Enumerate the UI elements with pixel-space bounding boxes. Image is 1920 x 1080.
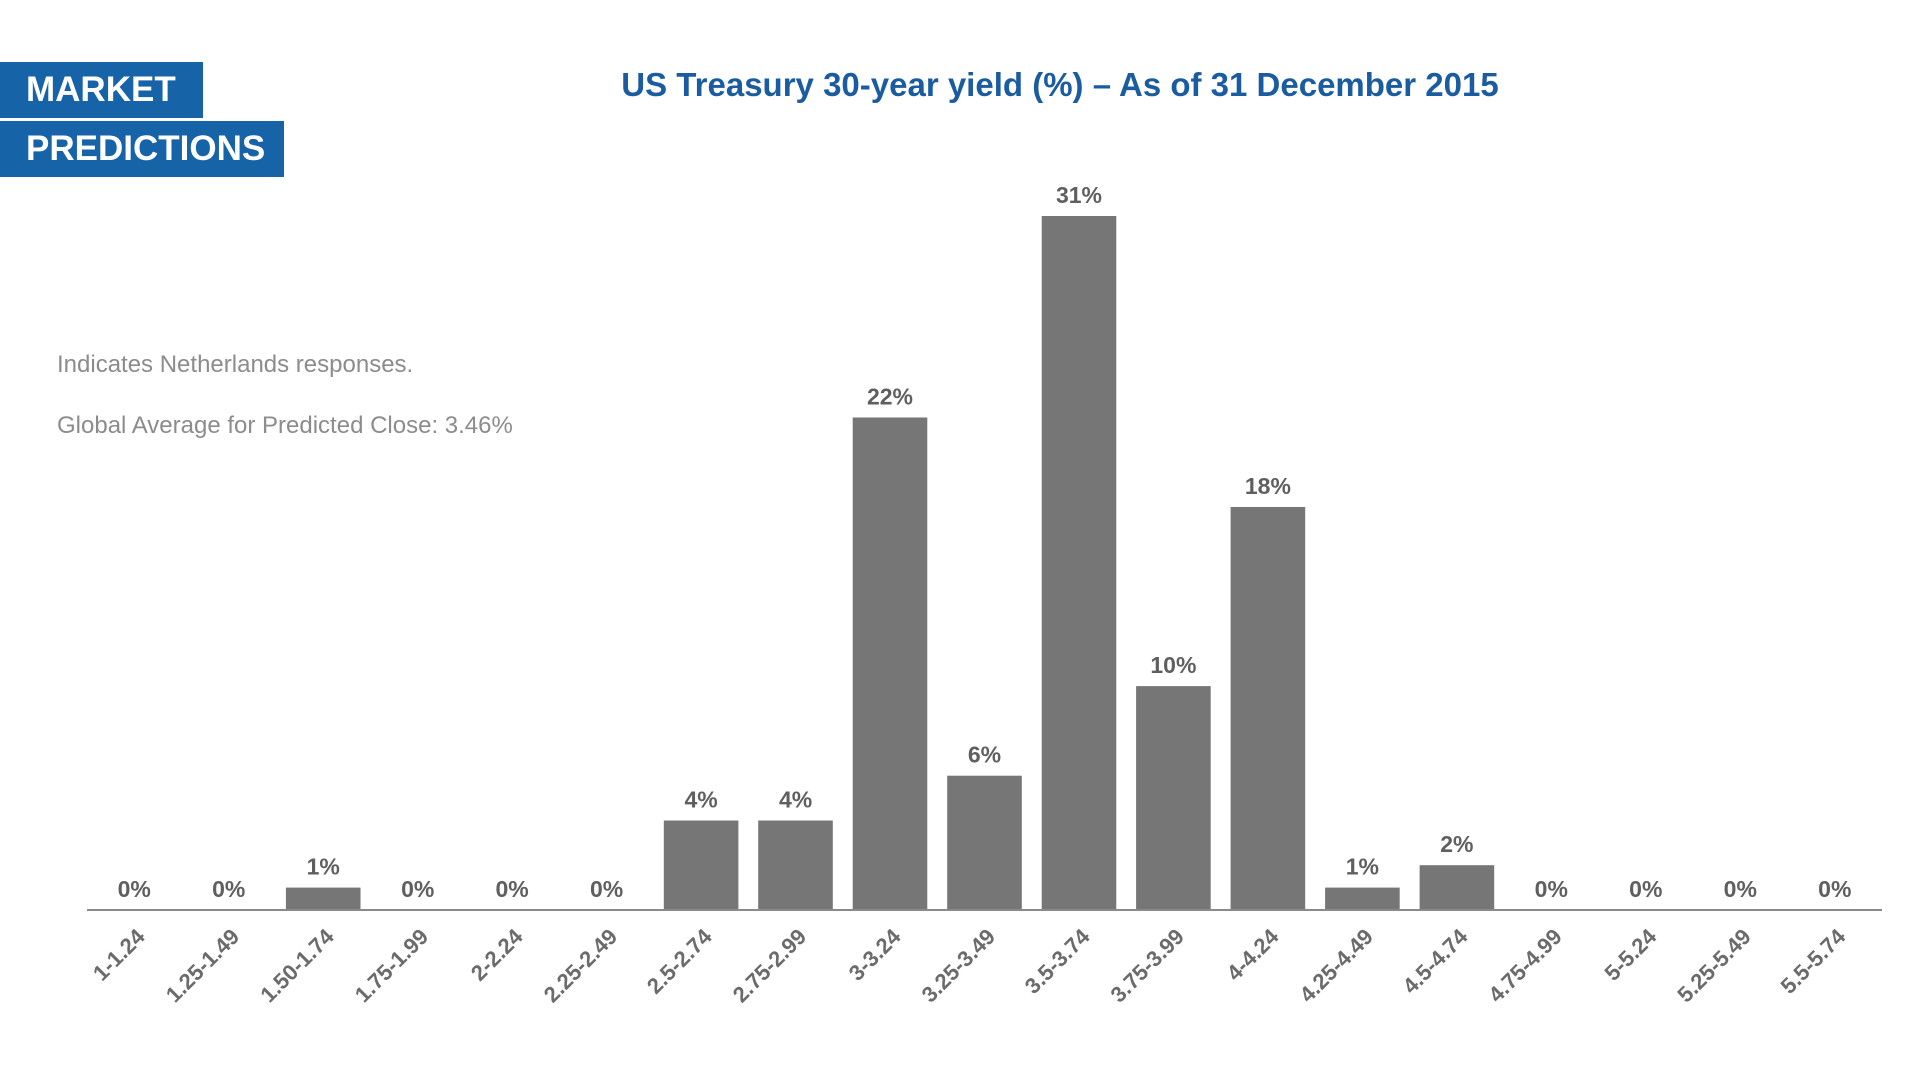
predictions-tag: PREDICTIONS [0,121,284,177]
data-label-1.25-1.49: 0% [212,876,245,902]
data-label-2.25-2.49: 0% [590,876,623,902]
x-tick-label-1.50-1.74: 1.50-1.74 [255,923,339,1007]
data-label-5.5-5.74: 0% [1818,876,1851,902]
x-tick-label-3-3.24: 3-3.24 [844,923,906,985]
bar-1.50-1.74 [285,887,361,910]
x-tick-label-3.25-3.49: 3.25-3.49 [917,924,1000,1007]
x-tick-label-4.75-4.99: 4.75-4.99 [1483,924,1566,1007]
x-tick-label-4-4.24: 4-4.24 [1222,923,1284,985]
data-label-4.5-4.74: 2% [1440,831,1473,857]
x-tick-label-5-5.24: 5-5.24 [1600,923,1662,985]
x-tick-label-2.5-2.74: 2.5-2.74 [642,923,717,998]
x-tick-label-3.75-3.99: 3.75-3.99 [1106,924,1189,1007]
bar-2.75-2.99 [758,820,833,910]
bar-2.5-2.74 [663,820,739,910]
data-labels: 0% 0% 1% 0% 0% 0% 4% 4% 22% 6% 31% 10% 18% 1% 2% 0% 0% 0%… [118,182,1852,902]
bar-3.25-3.49 [947,775,1022,910]
data-label-4.25-4.49: 1% [1346,854,1379,880]
bar-3.75-3.99 [1136,686,1211,910]
data-label-5-5.24: 0% [1629,876,1662,902]
data-label-2.5-2.74: 4% [684,787,717,813]
x-tick-label-1-1.24: 1-1.24 [88,923,150,985]
bar-4-4.24 [1230,507,1306,910]
bar-4.5-4.74 [1419,865,1495,910]
data-label-4.75-4.99: 0% [1535,876,1568,902]
x-tick-label-5.25-5.49: 5.25-5.49 [1672,924,1755,1007]
data-label-3.75-3.99: 10% [1150,652,1196,678]
data-label-1.50-1.74: 1% [307,854,340,880]
data-label-3-3.24: 22% [867,384,913,410]
x-tick-label-4.5-4.74: 4.5-4.74 [1398,923,1473,998]
bars [285,216,1495,910]
x-tick-label-5.5-5.74: 5.5-5.74 [1776,923,1851,998]
x-tick-label-2-2.24: 2-2.24 [466,923,528,985]
x-tick-label-2.25-2.49: 2.25-2.49 [539,924,622,1007]
global-average-note: Global Average for Predicted Close: 3.46… [57,412,513,439]
data-label-5.25-5.49: 0% [1724,876,1757,902]
data-label-4-4.24: 18% [1245,473,1291,499]
data-label-2.75-2.99: 4% [779,787,812,813]
x-tick-label-1.75-1.99: 1.75-1.99 [350,924,433,1007]
x-tick-label-3.5-3.74: 3.5-3.74 [1020,923,1095,998]
x-tick-label-1.25-1.49: 1.25-1.49 [161,924,244,1007]
bar-3-3.24 [852,417,928,910]
data-label-1.75-1.99: 0% [401,876,434,902]
netherlands-note: Indicates Netherlands responses. [57,351,414,378]
data-label-3.25-3.49: 6% [968,742,1001,768]
market-tag: MARKET [0,62,203,118]
x-tick-label-4.25-4.49: 4.25-4.49 [1295,924,1378,1007]
data-label-2-2.24: 0% [495,876,528,902]
bar-3.5-3.74 [1041,216,1117,910]
bar-4.25-4.49 [1325,887,1400,910]
data-label-3.5-3.74: 31% [1056,182,1102,208]
data-label-1-1.24: 0% [118,876,151,902]
x-tick-labels: 1-1.24 1.25-1.49 1.50-1.74 1.75-1.99 2-2.24 2… [88,923,1851,1007]
x-tick-label-2.75-2.99: 2.75-2.99 [728,924,811,1007]
chart-title: US Treasury 30-year yield (%) – As of 31… [621,66,1499,103]
